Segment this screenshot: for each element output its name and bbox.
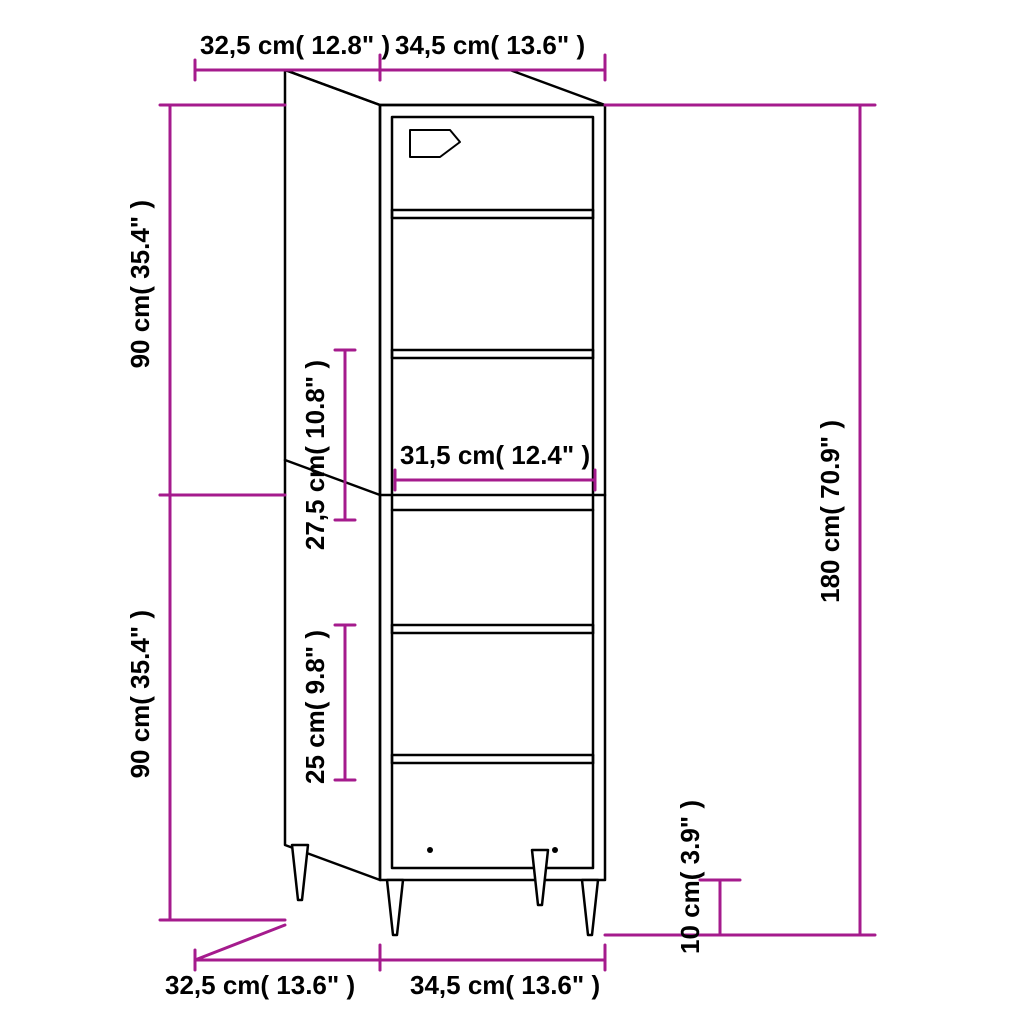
dim-left-upper: 90 cm( 35.4" ) bbox=[125, 200, 156, 368]
dimension-drawing bbox=[0, 0, 1024, 1024]
dim-inner-width: 31,5 cm( 12.4" ) bbox=[400, 440, 590, 471]
dim-right-total: 180 cm( 70.9" ) bbox=[815, 420, 846, 603]
dim-top-depth: 32,5 cm( 12.8" ) bbox=[200, 30, 390, 61]
dim-bot-width: 34,5 cm( 13.6" ) bbox=[410, 970, 600, 1001]
dim-shelf-upper: 27,5 cm( 10.8" ) bbox=[300, 360, 331, 550]
dim-left-lower: 90 cm( 35.4" ) bbox=[125, 610, 156, 778]
dim-right-leg: 10 cm( 3.9" ) bbox=[675, 800, 706, 954]
dim-bot-depth: 32,5 cm( 13.6" ) bbox=[165, 970, 355, 1001]
dim-shelf-lower: 25 cm( 9.8" ) bbox=[300, 630, 331, 784]
dim-top-width: 34,5 cm( 13.6" ) bbox=[395, 30, 585, 61]
